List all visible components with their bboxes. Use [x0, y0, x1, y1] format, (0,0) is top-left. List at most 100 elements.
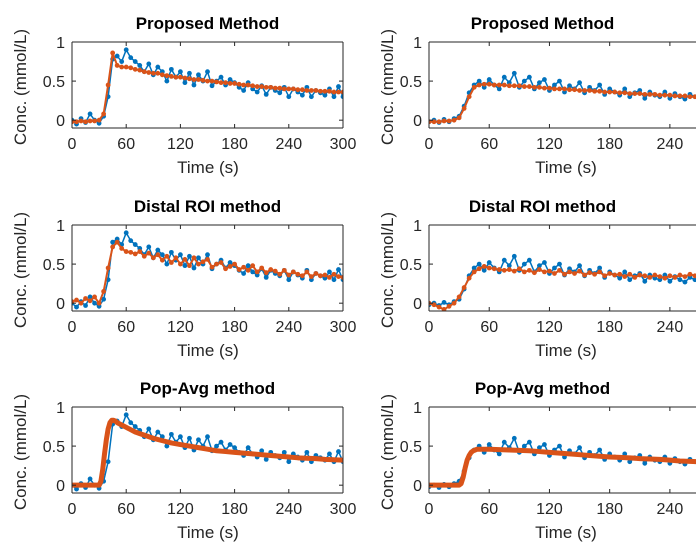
- data-point: [308, 274, 314, 279]
- x-tick-label: 60: [480, 501, 498, 518]
- data-point: [537, 445, 542, 451]
- data-point: [567, 83, 572, 89]
- data-point: [667, 92, 673, 98]
- data-point: [340, 94, 343, 100]
- data-point: [677, 93, 683, 99]
- x-axis-label: Time (s): [535, 523, 597, 542]
- data-point: [537, 267, 542, 272]
- data-point: [547, 85, 552, 91]
- data-point: [87, 476, 93, 482]
- data-point: [78, 118, 84, 124]
- data-point: [128, 249, 134, 255]
- data-point: [114, 53, 120, 59]
- data-point: [227, 260, 233, 265]
- x-tick-label: 120: [536, 136, 563, 153]
- data-point: [101, 289, 107, 294]
- data-point: [227, 442, 233, 447]
- data-point: [218, 74, 224, 80]
- data-point: [263, 91, 269, 97]
- data-point: [476, 266, 482, 272]
- data-point: [281, 267, 287, 273]
- y-tick-label: 0.5: [43, 439, 65, 456]
- data-point: [227, 81, 233, 86]
- x-tick-label: 240: [275, 501, 302, 518]
- series-2: [429, 446, 696, 488]
- data-point: [223, 80, 228, 86]
- data-point: [250, 263, 256, 269]
- series-line: [72, 417, 343, 488]
- x-tick-label: 60: [117, 136, 135, 153]
- data-point: [168, 249, 174, 255]
- data-point: [254, 269, 260, 275]
- data-point: [164, 253, 170, 259]
- data-point: [557, 443, 562, 449]
- data-point: [582, 272, 587, 278]
- data-point: [597, 447, 603, 453]
- data-point: [552, 265, 557, 271]
- data-point: [128, 55, 134, 61]
- data-point: [672, 274, 678, 280]
- y-axis-label: Conc. (mmol/L): [11, 29, 30, 145]
- x-tick-label: 0: [68, 136, 77, 153]
- data-point: [159, 257, 165, 263]
- data-point: [182, 75, 188, 81]
- data-point: [506, 267, 512, 272]
- data-point: [622, 274, 628, 279]
- data-point: [637, 272, 643, 278]
- data-point: [168, 260, 174, 265]
- x-tick-label: 120: [167, 501, 194, 518]
- data-point: [209, 83, 215, 89]
- series-line: [429, 437, 696, 489]
- data-point: [622, 90, 628, 96]
- data-point: [218, 260, 224, 265]
- x-tick-label: 300: [330, 319, 357, 336]
- panel-1: Proposed Method 0 60 120 180 240 300 0 0.5 1 Time …: [11, 14, 356, 177]
- data-point: [451, 300, 457, 306]
- x-tick-label: 120: [536, 319, 563, 336]
- data-point: [308, 94, 314, 100]
- x-axis-label: Time (s): [177, 341, 239, 360]
- data-point: [537, 84, 542, 90]
- data-point: [214, 79, 219, 85]
- panel-title: Pop-Avg method: [140, 379, 275, 398]
- x-tick-label: 300: [330, 136, 357, 153]
- data-point: [78, 300, 84, 306]
- data-point: [241, 271, 247, 276]
- y-tick-label: 1: [413, 218, 422, 235]
- data-point: [137, 249, 143, 254]
- data-point: [511, 268, 517, 274]
- data-point: [128, 238, 134, 244]
- data-point: [96, 117, 102, 123]
- data-point: [223, 266, 228, 272]
- data-point: [254, 89, 260, 95]
- data-point: [132, 66, 138, 72]
- data-point: [146, 250, 152, 256]
- data-point: [557, 261, 562, 267]
- data-point: [607, 271, 613, 276]
- data-point: [87, 298, 93, 304]
- data-point: [164, 443, 170, 449]
- data-point: [506, 83, 512, 89]
- data-point: [562, 271, 567, 277]
- data-point: [562, 86, 567, 92]
- data-point: [74, 304, 79, 310]
- data-point: [128, 65, 134, 71]
- panel-2: Proposed Method 0 60 120 180 240 0 0.5 1 Time (s)…: [378, 14, 696, 177]
- data-point: [272, 268, 278, 274]
- axes-box: [428, 224, 696, 312]
- data-point: [290, 269, 296, 275]
- data-point: [209, 264, 215, 270]
- data-point: [557, 267, 562, 273]
- data-point: [232, 261, 238, 267]
- data-point: [642, 278, 648, 284]
- series-2: [72, 239, 343, 306]
- data-point: [123, 230, 129, 236]
- data-point: [83, 303, 88, 308]
- data-point: [168, 431, 174, 437]
- data-point: [552, 271, 557, 276]
- x-tick-label: 180: [596, 136, 623, 153]
- data-point: [268, 267, 274, 272]
- data-point: [286, 94, 292, 100]
- data-point: [521, 78, 527, 84]
